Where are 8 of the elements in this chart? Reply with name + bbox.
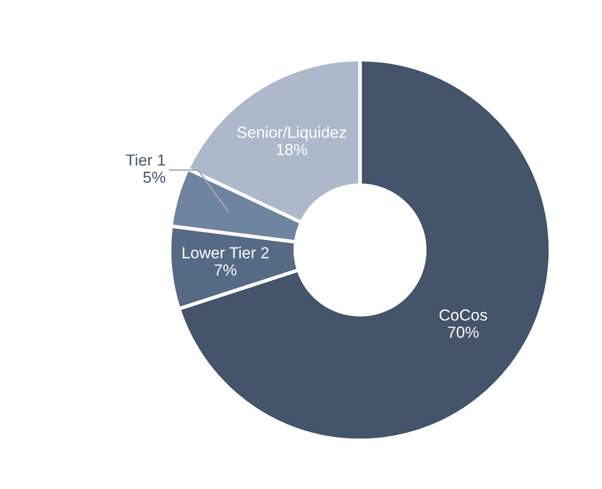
data-label: 7%: [214, 264, 236, 276]
data-label: 18%: [276, 144, 308, 156]
data-label: 5%: [143, 172, 166, 183]
slice-label: Lower Tier 2: [182, 246, 269, 258]
slice-label: Tier 1: [126, 154, 166, 166]
slice-label: CoCos: [440, 309, 488, 321]
data-label: 70%: [448, 326, 479, 338]
slice-label: Senior/Liquidez: [237, 126, 346, 142]
